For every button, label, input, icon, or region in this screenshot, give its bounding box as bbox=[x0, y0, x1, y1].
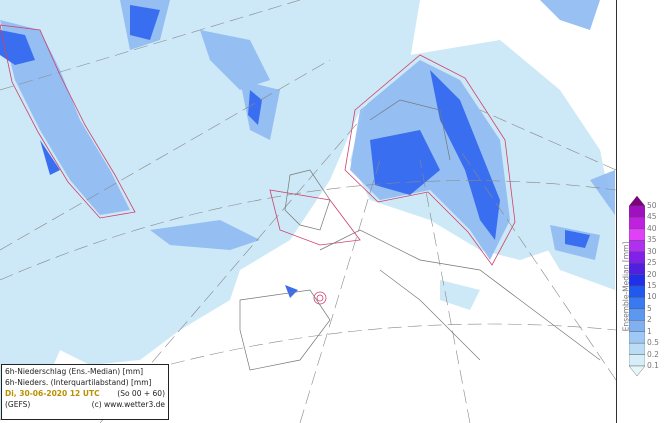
colorbar-segment bbox=[629, 262, 645, 275]
coastlines bbox=[239, 99, 601, 371]
colorbar-segment bbox=[629, 196, 645, 207]
colorbar-segment bbox=[629, 297, 645, 310]
colorbar-segment bbox=[629, 205, 645, 218]
legend-tick-label: 0.1 bbox=[647, 361, 659, 370]
colorbar-segment bbox=[629, 308, 645, 321]
colorbar-segment bbox=[629, 354, 645, 367]
precipitation-map bbox=[0, 0, 616, 423]
run-info: (So 00 + 60) bbox=[117, 389, 165, 398]
valid-date: Di, 30-06-2020 12 UTC bbox=[5, 389, 100, 398]
interquartile-contours bbox=[0, 24, 516, 305]
legend-tick-label: 1 bbox=[647, 326, 652, 336]
colorbar-segment bbox=[629, 320, 645, 332]
legend-tick-label: 25 bbox=[647, 258, 657, 268]
colorbar-segment bbox=[629, 228, 645, 241]
title-median: 6h-Niederschlag (Ens.-Median) [mm] bbox=[5, 367, 144, 376]
colorbar-segment bbox=[629, 342, 645, 355]
legend-tick-label: 45 bbox=[647, 212, 657, 222]
legend-tick-label: 35 bbox=[647, 235, 657, 245]
colorbar bbox=[629, 196, 645, 376]
colorbar-segment bbox=[629, 365, 645, 376]
legend-tick-label: 20 bbox=[647, 269, 657, 279]
colorbar-segment bbox=[629, 285, 645, 298]
map-info-box: 6h-Niederschlag (Ens.-Median) [mm] 6h-Ni… bbox=[1, 364, 169, 420]
legend-tick-label: 0.5 bbox=[647, 338, 659, 348]
colorbar-segment bbox=[629, 240, 645, 252]
legend-tick-label: 30 bbox=[647, 246, 657, 256]
title-interquartile: 6h-Nieders. (Interquartilabstand) [mm] bbox=[5, 378, 152, 387]
color-legend: Ensemble-Median [mm] 50 45 40 35 30 25 20 15 10 5… bbox=[616, 0, 665, 423]
legend-tick-label: 15 bbox=[647, 281, 657, 290]
colorbar-segment bbox=[629, 217, 645, 230]
legend-tick-label: 50 bbox=[647, 201, 657, 210]
legend-tick-label: 5 bbox=[647, 303, 652, 313]
colorbar-segment bbox=[629, 331, 645, 344]
credit: (c) www.wetter3.de bbox=[91, 400, 165, 409]
legend-tick-label: 2 bbox=[647, 315, 652, 325]
colorbar-segment bbox=[629, 251, 645, 264]
legend-tick-label: 0.2 bbox=[647, 349, 659, 359]
heavy-precip-areas bbox=[0, 5, 590, 298]
colorbar-segment bbox=[629, 274, 645, 287]
legend-tick-label: 10 bbox=[647, 292, 657, 302]
model-name: (GEFS) bbox=[5, 400, 31, 409]
legend-tick-label: 40 bbox=[647, 223, 657, 233]
